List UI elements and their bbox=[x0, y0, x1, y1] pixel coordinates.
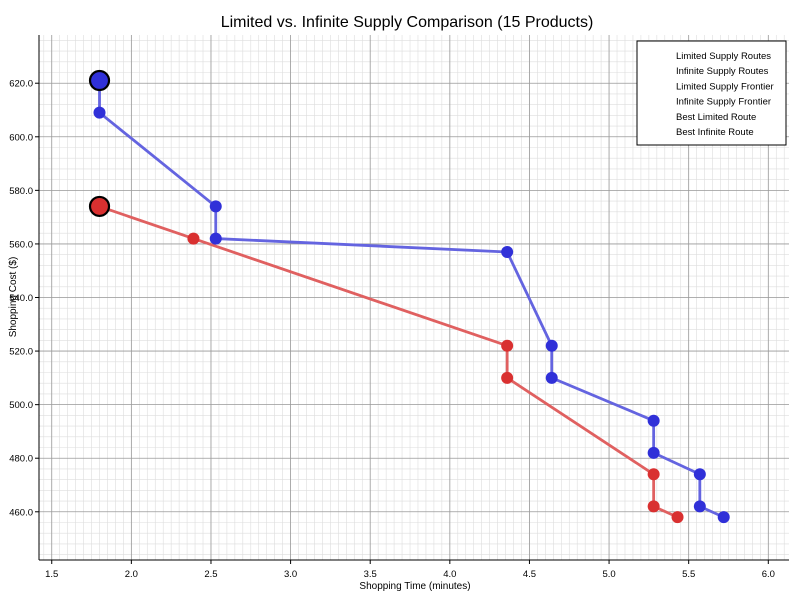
data-point-infinite bbox=[209, 232, 222, 245]
x-tick-label: 5.5 bbox=[682, 569, 695, 580]
data-point-infinite bbox=[501, 245, 514, 258]
data-point-infinite bbox=[93, 106, 106, 119]
y-tick-label: 620.0 bbox=[9, 79, 33, 90]
data-point-infinite bbox=[647, 414, 660, 427]
data-point-infinite bbox=[545, 371, 558, 384]
data-point-infinite bbox=[717, 511, 730, 524]
best-infinite-route-marker bbox=[88, 69, 111, 92]
legend-entry: Limited Supply Routes bbox=[676, 51, 771, 62]
data-point-limited bbox=[501, 371, 514, 384]
y-tick-label: 500.0 bbox=[9, 400, 33, 411]
legend-entry: Best Infinite Route bbox=[676, 127, 754, 138]
y-axis-label: Shopping Cost ($) bbox=[8, 257, 19, 338]
x-tick-label: 6.0 bbox=[762, 569, 775, 580]
y-tick-label: 560.0 bbox=[9, 239, 33, 250]
y-tick-label: 600.0 bbox=[9, 132, 33, 143]
data-point-infinite bbox=[545, 339, 558, 352]
y-tick-label: 520.0 bbox=[9, 347, 33, 358]
legend-entry: Infinite Supply Routes bbox=[676, 66, 769, 77]
data-point-infinite bbox=[693, 500, 706, 513]
data-point-limited bbox=[647, 500, 660, 513]
data-point-limited bbox=[647, 468, 660, 481]
legend-box bbox=[636, 40, 787, 146]
y-tick-label: 460.0 bbox=[9, 507, 33, 518]
y-tick-label: 540.0 bbox=[9, 293, 33, 304]
axes: 1.5 2.0 2.5 3.0 3.5 4.0 4.5 5.0 5.5 6.0 460.0 480.0… bbox=[9, 35, 789, 580]
data-point-infinite bbox=[693, 468, 706, 481]
y-tick-label: 480.0 bbox=[9, 454, 33, 465]
data-point-limited bbox=[187, 232, 200, 245]
series-layer bbox=[88, 69, 730, 524]
x-tick-label: 4.0 bbox=[443, 569, 456, 580]
x-tick-label: 3.0 bbox=[284, 569, 297, 580]
x-tick-label: 3.5 bbox=[364, 569, 377, 580]
x-tick-label: 2.5 bbox=[204, 569, 217, 580]
legend: Limited Supply Routes Infinite Supply Rou… bbox=[636, 40, 787, 146]
data-point-infinite bbox=[647, 446, 660, 459]
x-tick-label: 5.0 bbox=[602, 569, 615, 580]
data-point-limited bbox=[671, 511, 684, 524]
legend-entry: Best Limited Route bbox=[676, 112, 756, 123]
x-tick-label: 4.5 bbox=[523, 569, 536, 580]
legend-entry: Infinite Supply Frontier bbox=[676, 97, 771, 108]
chart-title: Limited vs. Infinite Supply Comparison (… bbox=[221, 14, 594, 31]
data-point-limited bbox=[501, 339, 514, 352]
x-axis-label: Shopping Time (minutes) bbox=[359, 581, 470, 592]
data-point-infinite bbox=[209, 200, 222, 213]
legend-entry: Limited Supply Frontier bbox=[676, 81, 774, 92]
best-limited-route-marker bbox=[88, 195, 111, 218]
x-tick-label: 2.0 bbox=[125, 569, 138, 580]
series-line-infinite bbox=[98, 79, 726, 519]
x-tick-label: 1.5 bbox=[45, 569, 58, 580]
y-tick-label: 580.0 bbox=[9, 186, 33, 197]
